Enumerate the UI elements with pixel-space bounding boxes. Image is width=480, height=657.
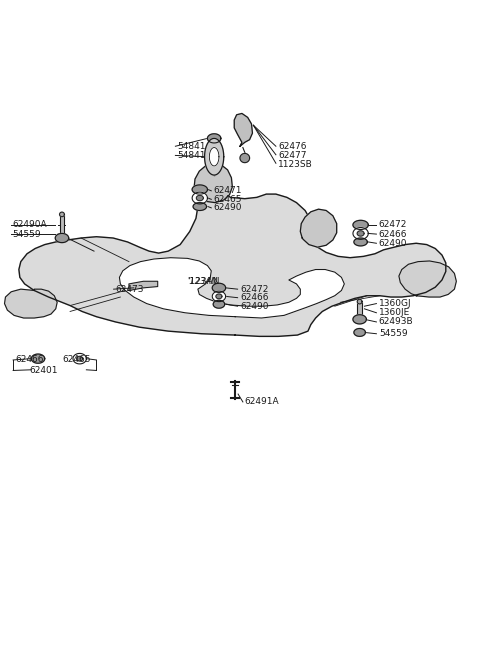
Text: 62477: 62477 [278, 151, 307, 160]
Text: 62476: 62476 [278, 142, 307, 150]
Text: 62491A: 62491A [245, 397, 279, 407]
Text: 62472: 62472 [240, 284, 268, 294]
Polygon shape [120, 258, 344, 318]
Polygon shape [354, 238, 367, 246]
Polygon shape [31, 354, 45, 363]
Text: 62490: 62490 [379, 238, 408, 248]
Text: 62490: 62490 [240, 302, 268, 311]
Polygon shape [212, 291, 226, 302]
Polygon shape [234, 114, 252, 147]
Text: 62465: 62465 [62, 355, 90, 365]
Text: 62401: 62401 [29, 366, 58, 375]
Polygon shape [399, 261, 456, 297]
Polygon shape [209, 148, 219, 166]
Polygon shape [240, 154, 250, 163]
Polygon shape [212, 283, 226, 292]
Text: 54559: 54559 [12, 229, 41, 238]
Polygon shape [216, 294, 222, 299]
Text: 54841: 54841 [178, 142, 206, 150]
Polygon shape [4, 289, 57, 318]
Polygon shape [55, 233, 69, 242]
Text: 62466: 62466 [379, 229, 408, 238]
Polygon shape [357, 300, 362, 304]
Polygon shape [77, 356, 83, 361]
Polygon shape [300, 209, 336, 247]
Text: 62472: 62472 [379, 220, 407, 229]
Polygon shape [19, 183, 446, 336]
Polygon shape [193, 202, 206, 210]
Text: 1123SB: 1123SB [278, 160, 313, 169]
Polygon shape [73, 353, 86, 364]
Polygon shape [204, 139, 224, 175]
Polygon shape [60, 212, 64, 217]
Text: 62490A: 62490A [12, 220, 48, 229]
Text: 62465: 62465 [214, 195, 242, 204]
Text: 62466: 62466 [240, 293, 268, 302]
Polygon shape [357, 231, 364, 236]
Polygon shape [196, 195, 203, 200]
Text: 62493B: 62493B [379, 317, 413, 327]
Polygon shape [192, 192, 207, 204]
Polygon shape [194, 164, 232, 202]
Text: 54559: 54559 [379, 329, 408, 338]
Polygon shape [207, 134, 221, 143]
Bar [60, 214, 64, 235]
Text: 1360JE: 1360JE [379, 308, 410, 317]
Polygon shape [353, 315, 366, 324]
Polygon shape [353, 227, 368, 239]
Text: 54841: 54841 [178, 151, 206, 160]
Text: 62490: 62490 [214, 204, 242, 212]
Text: '123AN: '123AN [187, 277, 218, 286]
Text: 62473: 62473 [116, 284, 144, 294]
Polygon shape [129, 281, 157, 290]
Text: 62471: 62471 [214, 187, 242, 195]
Polygon shape [354, 328, 365, 336]
Polygon shape [192, 185, 207, 194]
Text: '123AN: '123AN [187, 277, 220, 286]
Text: 62466: 62466 [15, 355, 44, 365]
Text: 1360GJ: 1360GJ [379, 299, 411, 308]
Polygon shape [353, 220, 368, 229]
Polygon shape [213, 300, 225, 308]
Bar [357, 302, 362, 316]
